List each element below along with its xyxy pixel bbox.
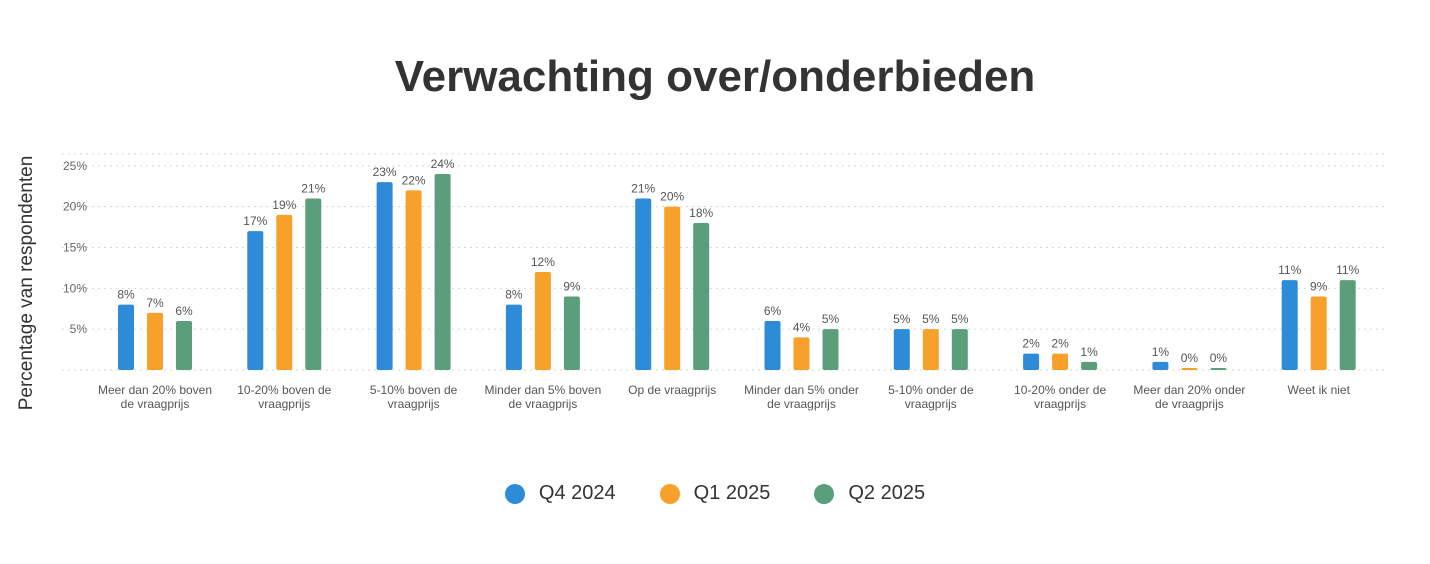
bar-value-label: 5% xyxy=(951,312,969,326)
bar-value-label: 18% xyxy=(689,206,713,220)
bar-q4-2024 xyxy=(1152,361,1169,370)
bar-q1-2025 xyxy=(1310,296,1327,370)
bar-q1-2025 xyxy=(1052,353,1069,370)
legend-swatch xyxy=(814,483,835,504)
legend: Q4 2024 Q1 2025 Q2 2025 xyxy=(0,482,1430,505)
bar-value-label: 20% xyxy=(660,190,684,204)
x-tick-label: de vraagprijs xyxy=(121,397,190,411)
bar-q4-2024 xyxy=(376,182,393,370)
bar-q4-2024 xyxy=(247,231,264,370)
bar-value-label: 1% xyxy=(1152,345,1170,359)
bar-value-label: 19% xyxy=(272,198,296,212)
x-tick-label: vraagprijs xyxy=(905,397,957,411)
chart-title: Verwachting over/onderbieden xyxy=(394,52,1036,101)
bar-value-label: 5% xyxy=(822,312,840,326)
legend-item: Q2 2025 xyxy=(814,482,925,505)
bar-value-label: 5% xyxy=(922,312,940,326)
bar-q2-2025 xyxy=(434,174,451,370)
bar-value-label: 2% xyxy=(1051,337,1069,351)
x-tick-label: vraagprijs xyxy=(258,397,310,411)
bar-q4-2024 xyxy=(764,321,781,370)
gridlines xyxy=(62,153,1385,371)
legend-swatch xyxy=(504,483,525,504)
bar-value-label: 11% xyxy=(1278,263,1301,277)
bar-q2-2025 xyxy=(1210,368,1227,370)
bar-q2-2025 xyxy=(693,223,710,370)
legend-label: Q4 2024 xyxy=(538,482,616,504)
y-tick-label: 5% xyxy=(70,322,88,336)
bar-q1-2025 xyxy=(1181,368,1198,370)
bar-value-label: 0% xyxy=(1210,351,1228,365)
bar-value-label: 17% xyxy=(243,214,267,228)
bar-value-label: 8% xyxy=(117,288,135,302)
bar-q2-2025 xyxy=(563,296,580,370)
bar-value-label: 21% xyxy=(631,182,655,196)
bar-value-label: 0% xyxy=(1181,351,1199,365)
bar-chart: 5%10%15%20%25% 8%7%6%17%19%21%23%22%24%8… xyxy=(62,153,1385,411)
bar-q2-2025 xyxy=(822,329,839,370)
x-tick-label: de vraagprijs xyxy=(1155,397,1224,411)
x-tick-label: Weet ik niet xyxy=(1287,383,1350,397)
x-tick-label: Meer dan 20% onder xyxy=(1133,383,1245,397)
x-tick-label: Minder dan 5% boven xyxy=(485,383,602,397)
bar-value-label: 12% xyxy=(531,255,555,269)
bar-value-label: 4% xyxy=(793,320,811,334)
legend-swatch xyxy=(659,483,680,504)
x-tick-label: vraagprijs xyxy=(388,397,440,411)
bar-value-label: 23% xyxy=(373,165,397,179)
bar-q2-2025 xyxy=(176,321,192,370)
bar-q1-2025 xyxy=(922,329,939,370)
bar-value-label: 9% xyxy=(1310,280,1328,294)
y-axis-ticks: 5% 10% 15% 20% 25% xyxy=(63,159,87,336)
bar-value-label: 11% xyxy=(1336,263,1359,277)
bar-value-label: 21% xyxy=(301,182,325,196)
bar-q4-2024 xyxy=(118,304,134,370)
bar-q4-2024 xyxy=(893,329,910,370)
legend-item: Q4 2024 xyxy=(504,482,616,505)
bar-value-label: 6% xyxy=(764,304,782,318)
x-tick-label: de vraagprijs xyxy=(509,397,578,411)
bar-q1-2025 xyxy=(534,272,551,370)
x-tick-label: 10-20% onder de xyxy=(1014,383,1106,397)
bar-q1-2025 xyxy=(276,214,293,370)
x-tick-label: Op de vraagprijs xyxy=(628,383,716,397)
x-tick-label: Minder dan 5% onder xyxy=(744,383,859,397)
bar-q1-2025 xyxy=(793,337,810,370)
x-tick-label: vraagprijs xyxy=(1034,397,1086,411)
bar-q1-2025 xyxy=(147,312,163,370)
bar-value-label: 22% xyxy=(402,173,426,187)
bar-q4-2024 xyxy=(635,198,652,370)
x-tick-label: Meer dan 20% boven xyxy=(98,383,212,397)
bar-value-label: 24% xyxy=(431,157,455,171)
bar-q1-2025 xyxy=(405,190,422,370)
y-tick-label: 20% xyxy=(63,200,87,214)
bar-q4-2024 xyxy=(505,304,522,370)
bar-q4-2024 xyxy=(1281,280,1298,370)
bars: 8% 7% 6% 17% 19% 21% 23% 22% 24% 8% 12% 9% 21% 20% 18%… xyxy=(117,157,1360,370)
bar-q2-2025 xyxy=(305,198,322,370)
x-tick-label: 10-20% boven de xyxy=(237,383,331,397)
bar-q2-2025 xyxy=(1339,280,1356,370)
bar-value-label: 6% xyxy=(175,304,193,318)
x-tick-label: 5-10% boven de xyxy=(370,383,458,397)
bar-value-label: 1% xyxy=(1080,345,1098,359)
bar-q2-2025 xyxy=(951,329,968,370)
x-tick-label: 5-10% onder de xyxy=(888,383,974,397)
bar-value-label: 7% xyxy=(146,296,164,310)
legend-label: Q1 2025 xyxy=(693,482,771,504)
bar-q4-2024 xyxy=(1023,353,1040,370)
legend-item: Q1 2025 xyxy=(659,482,771,505)
y-tick-label: 15% xyxy=(63,241,87,255)
legend-label: Q2 2025 xyxy=(848,482,926,504)
x-tick-label: de vraagprijs xyxy=(767,397,836,411)
bar-q1-2025 xyxy=(664,206,681,370)
bar-value-label: 2% xyxy=(1022,337,1040,351)
bar-q2-2025 xyxy=(1081,361,1098,370)
y-tick-label: 25% xyxy=(63,159,87,173)
bar-value-label: 5% xyxy=(893,312,911,326)
bar-value-label: 8% xyxy=(505,288,523,302)
bar-value-label: 9% xyxy=(563,280,581,294)
y-tick-label: 10% xyxy=(63,281,87,295)
